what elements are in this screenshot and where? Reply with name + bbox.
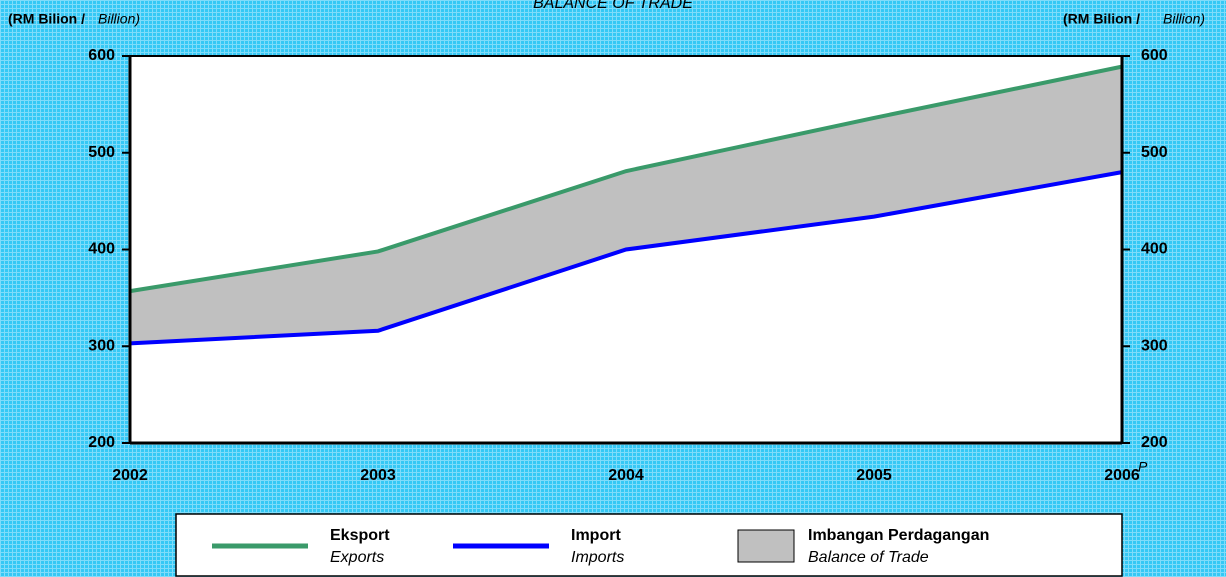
x-tick-label: 2002 <box>112 467 148 484</box>
y2-axis-label: (RM Bilion / <box>1063 11 1140 27</box>
y-axis-label-en: Billion) <box>98 11 140 27</box>
y-tick-label: 300 <box>88 337 115 354</box>
series-line <box>129 64 1123 294</box>
y2-tick-label: 600 <box>1141 47 1168 64</box>
legend-label-en: Imports <box>571 549 624 566</box>
legend-label: Import <box>571 527 621 544</box>
legend-label: Eksport <box>330 527 390 544</box>
y2-axis-label-en: Billion) <box>1163 11 1205 27</box>
y2-tick-label: 400 <box>1141 241 1168 258</box>
y-tick-label: 600 <box>88 47 115 64</box>
legend-label-en: Exports <box>330 549 384 566</box>
y2-tick-label: 500 <box>1141 144 1168 161</box>
x-tick-label: 2006 <box>1104 467 1140 484</box>
x-annotation: P <box>1138 459 1148 475</box>
x-tick-label: 2005 <box>856 467 892 484</box>
legend-label: Imbangan Perdagangan <box>808 527 989 544</box>
legend-label-en: Balance of Trade <box>808 549 929 566</box>
x-tick-label: 2004 <box>608 467 644 484</box>
legend <box>175 513 1123 577</box>
legend-swatch <box>737 529 795 563</box>
y-tick-label: 200 <box>88 434 115 451</box>
y-tick-label: 500 <box>88 144 115 161</box>
chart-title: BALANCE OF TRADE <box>533 0 693 12</box>
y2-tick-label: 200 <box>1141 434 1168 451</box>
balance-area <box>130 66 1122 344</box>
y-tick-label: 400 <box>88 241 115 258</box>
series-line <box>129 170 1123 346</box>
y-axis-label: (RM Bilion / <box>8 11 85 27</box>
x-tick-label: 2003 <box>360 467 396 484</box>
y2-tick-label: 300 <box>1141 337 1168 354</box>
